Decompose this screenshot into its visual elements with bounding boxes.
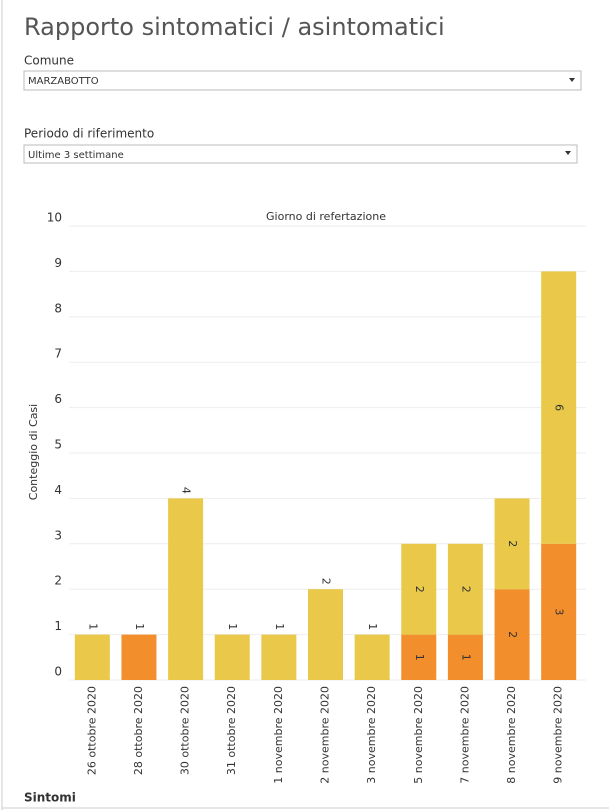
data-label: 2 <box>320 578 333 585</box>
data-label: 2 <box>506 631 519 638</box>
bar-segment <box>447 634 483 680</box>
data-label: 1 <box>413 654 426 661</box>
dropdown-value[interactable]: Ultime 3 settimane <box>28 150 124 161</box>
axis-title: Conteggio di Casi <box>27 404 40 500</box>
x-tick-label: 26 ottobre 2020 <box>85 686 98 775</box>
y-tick-label: 7 <box>54 347 62 361</box>
x-tick-label: 9 novembre 2020 <box>552 686 565 784</box>
filter-label: Comune <box>24 54 74 68</box>
bar-segment <box>121 634 157 680</box>
dropdown-value[interactable]: MARZABOTTO <box>28 76 99 87</box>
data-label: 2 <box>413 586 426 593</box>
data-label: 1 <box>459 654 472 661</box>
data-label: 1 <box>133 623 146 630</box>
data-label: 3 <box>553 608 566 615</box>
dropdown-arrow[interactable] <box>569 78 575 82</box>
data-label: 6 <box>553 404 566 411</box>
y-tick-label: 4 <box>54 483 62 497</box>
data-label: 4 <box>180 487 193 494</box>
y-tick-label: 1 <box>54 619 62 633</box>
data-label: 1 <box>366 623 379 630</box>
bar-segment <box>261 634 297 680</box>
x-tick-label: 3 novembre 2020 <box>365 686 378 784</box>
y-tick-label: 9 <box>54 256 62 270</box>
dropdown[interactable] <box>23 144 578 164</box>
x-tick-label: 7 novembre 2020 <box>458 686 471 784</box>
page-title: Rapporto sintomatici / asintomatici <box>24 13 445 41</box>
bar-segment <box>401 543 437 635</box>
x-tick-label: 30 ottobre 2020 <box>179 686 192 775</box>
y-tick-label: 8 <box>54 301 62 315</box>
x-tick-label: 28 ottobre 2020 <box>132 686 145 775</box>
data-label: 1 <box>226 623 239 630</box>
x-tick-label: 8 novembre 2020 <box>505 686 518 784</box>
data-label: 2 <box>459 586 472 593</box>
y-tick-label: 0 <box>54 665 62 679</box>
bar-segment <box>74 634 110 680</box>
bar-segment <box>494 498 530 590</box>
data-label: 2 <box>506 540 519 547</box>
bar-segment <box>214 634 250 680</box>
data-label: 1 <box>86 623 99 630</box>
bar-segment <box>354 634 390 680</box>
bar-segment <box>168 498 204 680</box>
y-tick-label: 10 <box>47 211 62 225</box>
bar-segment <box>308 589 343 680</box>
bar-segment <box>541 271 577 544</box>
y-tick-label: 2 <box>54 574 62 588</box>
filter-label: Periodo di riferimento <box>24 127 154 141</box>
y-tick-label: 6 <box>54 392 62 406</box>
x-tick-label: 2 novembre 2020 <box>319 686 332 784</box>
bar-segment <box>541 543 577 680</box>
y-tick-label: 3 <box>54 528 62 542</box>
bar-segment <box>401 634 437 680</box>
x-tick-label: 31 ottobre 2020 <box>225 686 238 775</box>
bar-segment <box>447 543 483 635</box>
legend-title: Sintomi <box>24 791 76 805</box>
dropdown-arrow[interactable] <box>565 151 571 155</box>
bar-segment <box>494 589 530 680</box>
x-tick-label: 5 novembre 2020 <box>412 686 425 784</box>
dropdown[interactable] <box>23 70 582 91</box>
y-tick-label: 5 <box>54 438 62 452</box>
data-label: 1 <box>273 623 286 630</box>
axis-title: Giorno di refertazione <box>266 210 386 223</box>
x-tick-label: 1 novembre 2020 <box>272 686 285 784</box>
